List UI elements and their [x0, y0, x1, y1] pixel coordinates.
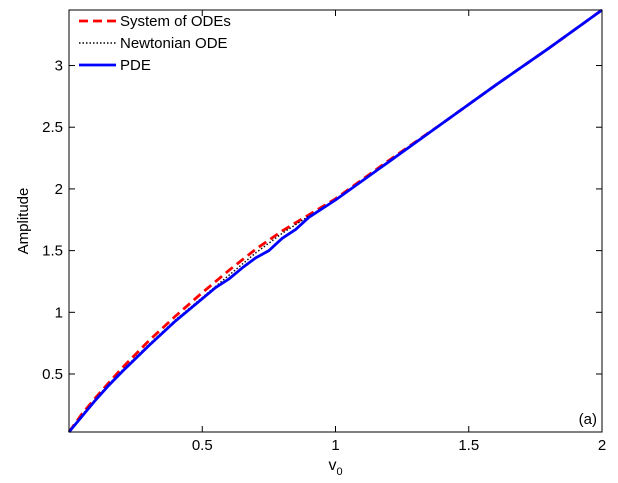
series-line-pde	[67, 8, 603, 433]
tick-layer: 0.5 1 1.5 2 0.5 1 1.5 2 2.5 3	[42, 10, 606, 454]
y-tick-label: 1	[55, 304, 63, 321]
x-tick-label: 2	[598, 437, 606, 454]
y-tick-label: 3	[55, 58, 63, 75]
legend-label-pde: PDE	[120, 57, 151, 74]
series-layer	[67, 8, 603, 433]
panel-label: (a)	[579, 411, 597, 428]
legend-label-system-of-odes: System of ODEs	[120, 13, 231, 30]
legend: System of ODEs Newtonian ODE PDE	[79, 13, 231, 74]
x-axis-label-subscript: 0	[336, 466, 342, 478]
y-tick-label: 2.5	[42, 119, 63, 136]
x-tick-label: 1.5	[458, 437, 479, 454]
y-tick-label: 1.5	[42, 243, 63, 260]
y-axis-label: Amplitude	[15, 188, 32, 255]
legend-label-newtonian-ode: Newtonian ODE	[120, 35, 228, 52]
x-axis-label: v0	[328, 457, 342, 478]
x-axis-label-main: v	[328, 457, 336, 474]
x-tick-label: 1	[331, 437, 339, 454]
y-tick-label: 0.5	[42, 366, 63, 383]
y-tick-label: 2	[55, 181, 63, 198]
x-tick-label: 0.5	[192, 437, 213, 454]
